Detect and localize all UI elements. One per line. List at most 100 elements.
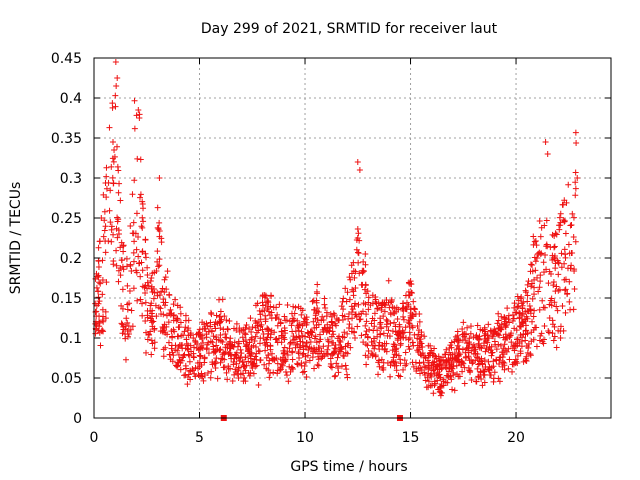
data-point: [106, 207, 113, 214]
data-point: [389, 304, 396, 311]
data-point: [347, 276, 354, 283]
data-point: [554, 307, 561, 314]
data-point: [286, 340, 293, 347]
data-point: [487, 347, 494, 354]
data-point: [360, 258, 367, 265]
data-point: [536, 218, 543, 225]
data-point: [257, 335, 264, 342]
data-point: [369, 300, 376, 307]
data-point: [562, 309, 569, 316]
data-point: [222, 331, 229, 338]
data-point: [421, 369, 428, 376]
data-point: [496, 378, 503, 385]
data-point: [172, 347, 179, 354]
data-point: [139, 248, 146, 255]
data-point: [519, 305, 526, 312]
data-point: [473, 378, 480, 385]
data-point: [533, 343, 540, 350]
data-point: [402, 305, 409, 312]
data-point: [376, 339, 383, 346]
data-point: [371, 323, 378, 330]
data-point: [355, 250, 362, 257]
data-point: [496, 324, 503, 331]
data-point: [454, 328, 461, 335]
data-point: [212, 364, 219, 371]
data-point: [103, 279, 110, 286]
data-point: [185, 325, 192, 332]
data-point: [387, 373, 394, 380]
data-point: [376, 363, 383, 370]
data-point: [236, 328, 243, 335]
data-point: [397, 356, 404, 363]
data-point: [245, 370, 252, 377]
data-point: [546, 268, 553, 275]
data-point: [482, 363, 489, 370]
data-point: [491, 369, 498, 376]
data-point: [343, 298, 350, 305]
data-point: [191, 344, 198, 351]
data-point: [557, 210, 564, 217]
data-point: [116, 180, 123, 187]
data-point: [568, 221, 575, 228]
data-point: [249, 324, 256, 331]
data-point: [500, 351, 507, 358]
data-point: [563, 199, 570, 206]
data-point: [140, 205, 147, 212]
data-point: [304, 319, 311, 326]
data-point: [572, 185, 579, 192]
data-point: [410, 363, 417, 370]
data-point: [162, 329, 169, 336]
data-point: [550, 282, 557, 289]
data-point: [96, 319, 103, 326]
data-point: [339, 333, 346, 340]
data-point: [225, 366, 232, 373]
data-point: [463, 340, 470, 347]
data-point: [496, 357, 503, 364]
data-point: [139, 224, 146, 231]
data-point: [340, 295, 347, 302]
data-point: [418, 340, 425, 347]
data-point: [270, 369, 277, 376]
data-point: [213, 336, 220, 343]
data-point: [455, 358, 462, 365]
data-point: [443, 372, 450, 379]
data-point: [268, 327, 275, 334]
data-point: [308, 328, 315, 335]
data-point: [261, 294, 268, 301]
data-point: [187, 342, 194, 349]
data-point: [139, 300, 146, 307]
data-point: [142, 290, 149, 297]
data-point: [532, 258, 539, 265]
data-point: [362, 282, 369, 289]
data-point: [252, 333, 259, 340]
data-point: [187, 332, 194, 339]
data-point: [95, 300, 102, 307]
data-point: [529, 268, 536, 275]
data-point: [230, 361, 237, 368]
data-point: [113, 262, 120, 269]
data-point: [530, 313, 537, 320]
data-point: [221, 313, 228, 320]
data-point: [416, 311, 423, 318]
data-point: [130, 249, 137, 256]
data-point: [407, 278, 414, 285]
data-point: [274, 367, 281, 374]
data-point: [193, 345, 200, 352]
data-point: [313, 324, 320, 331]
data-point: [465, 344, 472, 351]
data-point: [530, 336, 537, 343]
data-point: [99, 327, 106, 334]
data-point: [113, 247, 120, 254]
data-point: [568, 262, 575, 269]
data-point: [95, 244, 102, 251]
data-point: [240, 363, 247, 370]
data-point: [301, 368, 308, 375]
data-point: [479, 360, 486, 367]
data-point: [527, 352, 534, 359]
data-point: [345, 310, 352, 317]
data-point: [481, 368, 488, 375]
data-point: [551, 244, 558, 251]
data-point: [385, 277, 392, 284]
data-point: [162, 274, 169, 281]
data-point: [572, 169, 579, 176]
